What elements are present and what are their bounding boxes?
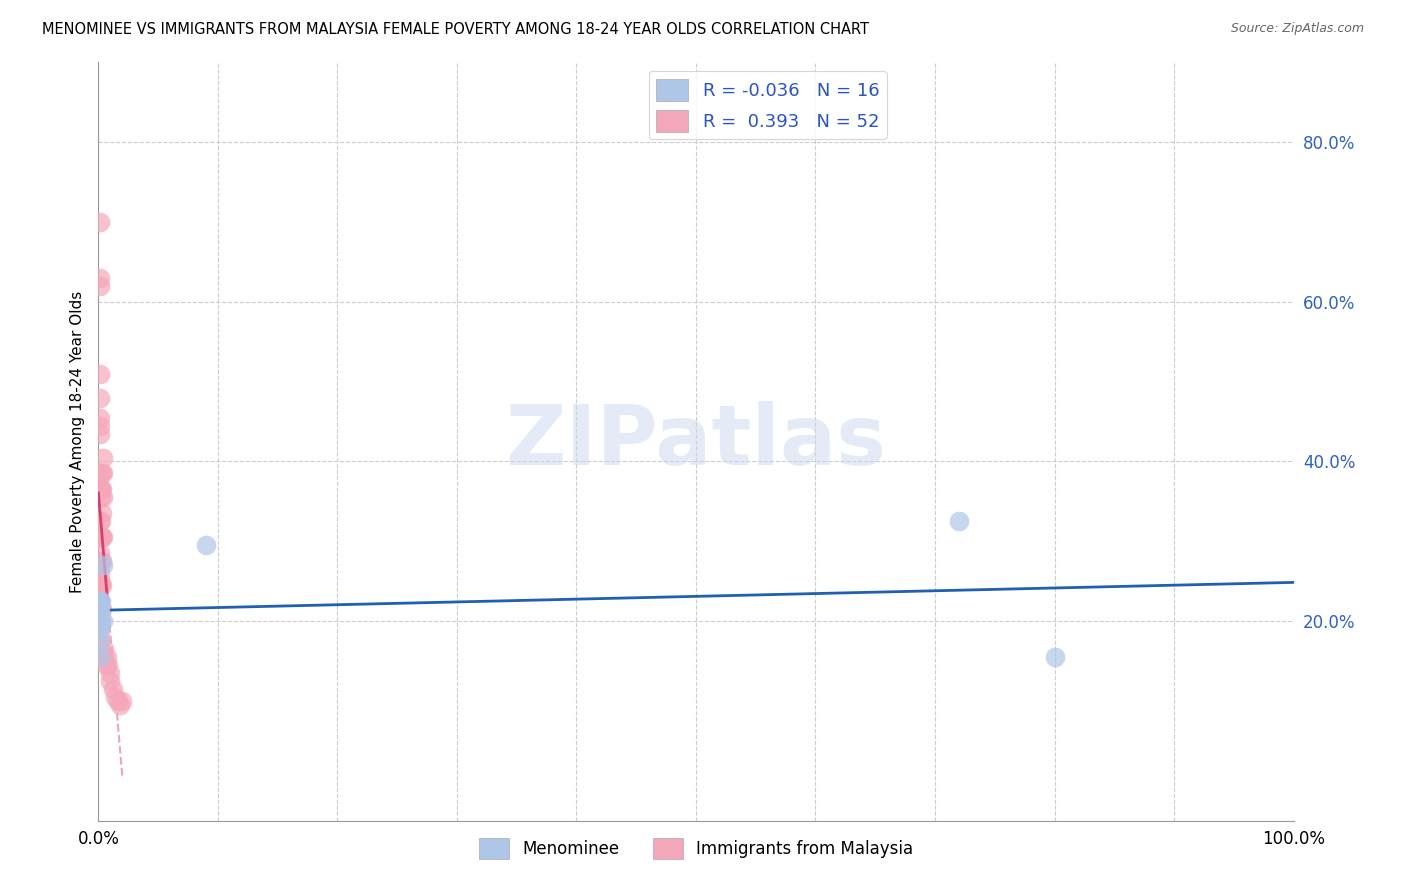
Point: [89, 483, 111, 497]
Point: [89, 215, 111, 229]
Point: [101, 681, 124, 696]
Point: [89, 514, 111, 528]
Point: [97, 658, 120, 673]
Point: [90, 491, 112, 505]
Point: [89, 418, 111, 433]
Point: [91, 450, 114, 465]
Point: [89, 598, 111, 612]
Point: [91, 602, 114, 616]
Point: [89, 602, 111, 616]
Point: [89, 634, 111, 648]
Text: Source: ZipAtlas.com: Source: ZipAtlas.com: [1230, 22, 1364, 36]
Point: [91, 467, 114, 481]
Point: [90, 614, 112, 628]
Point: [98, 673, 122, 688]
Point: [89, 391, 111, 405]
Point: [96, 650, 118, 665]
Point: [89, 602, 111, 616]
Point: [89, 594, 111, 608]
Point: [91, 467, 114, 481]
Point: [91, 614, 114, 628]
Point: [91, 530, 114, 544]
Point: [89, 530, 111, 544]
Point: [107, 694, 129, 708]
Point: [90, 578, 112, 592]
Point: [89, 610, 111, 624]
Point: [89, 622, 111, 636]
Point: [91, 530, 114, 544]
Point: [93, 642, 115, 657]
Point: [91, 554, 114, 568]
Point: [91, 558, 114, 573]
Point: [89, 581, 111, 595]
Point: [89, 573, 111, 587]
Y-axis label: Female Poverty Among 18-24 Year Olds: Female Poverty Among 18-24 Year Olds: [69, 291, 84, 592]
Point: [89, 546, 111, 560]
Legend: Menominee, Immigrants from Malaysia: Menominee, Immigrants from Malaysia: [472, 831, 920, 865]
Point: [91, 507, 114, 521]
Point: [104, 690, 127, 704]
Point: [91, 483, 114, 497]
Point: [89, 367, 111, 381]
Text: MENOMINEE VS IMMIGRANTS FROM MALAYSIA FEMALE POVERTY AMONG 18-24 YEAR OLDS CORRE: MENOMINEE VS IMMIGRANTS FROM MALAYSIA FE…: [42, 22, 869, 37]
Point: [90, 594, 112, 608]
Point: [195, 538, 218, 552]
Point: [89, 614, 111, 628]
Point: [108, 698, 131, 712]
Point: [90, 483, 112, 497]
Point: [111, 694, 134, 708]
Point: [89, 467, 111, 481]
Point: [89, 636, 111, 650]
Point: [90, 530, 112, 544]
Point: [89, 426, 111, 441]
Point: [89, 279, 111, 293]
Point: [89, 410, 111, 425]
Point: [94, 658, 117, 673]
Point: [98, 665, 122, 680]
Point: [89, 650, 111, 665]
Point: [89, 606, 111, 620]
Point: [89, 557, 111, 571]
Point: [89, 565, 111, 579]
Text: ZIPatlas: ZIPatlas: [506, 401, 886, 482]
Point: [89, 618, 111, 632]
Point: [91, 578, 114, 592]
Point: [91, 491, 114, 505]
Point: [93, 650, 115, 665]
Point: [90, 514, 112, 528]
Point: [89, 271, 111, 285]
Point: [89, 628, 111, 642]
Point: [90, 554, 112, 568]
Point: [948, 514, 970, 528]
Point: [89, 597, 111, 611]
Point: [1043, 650, 1066, 665]
